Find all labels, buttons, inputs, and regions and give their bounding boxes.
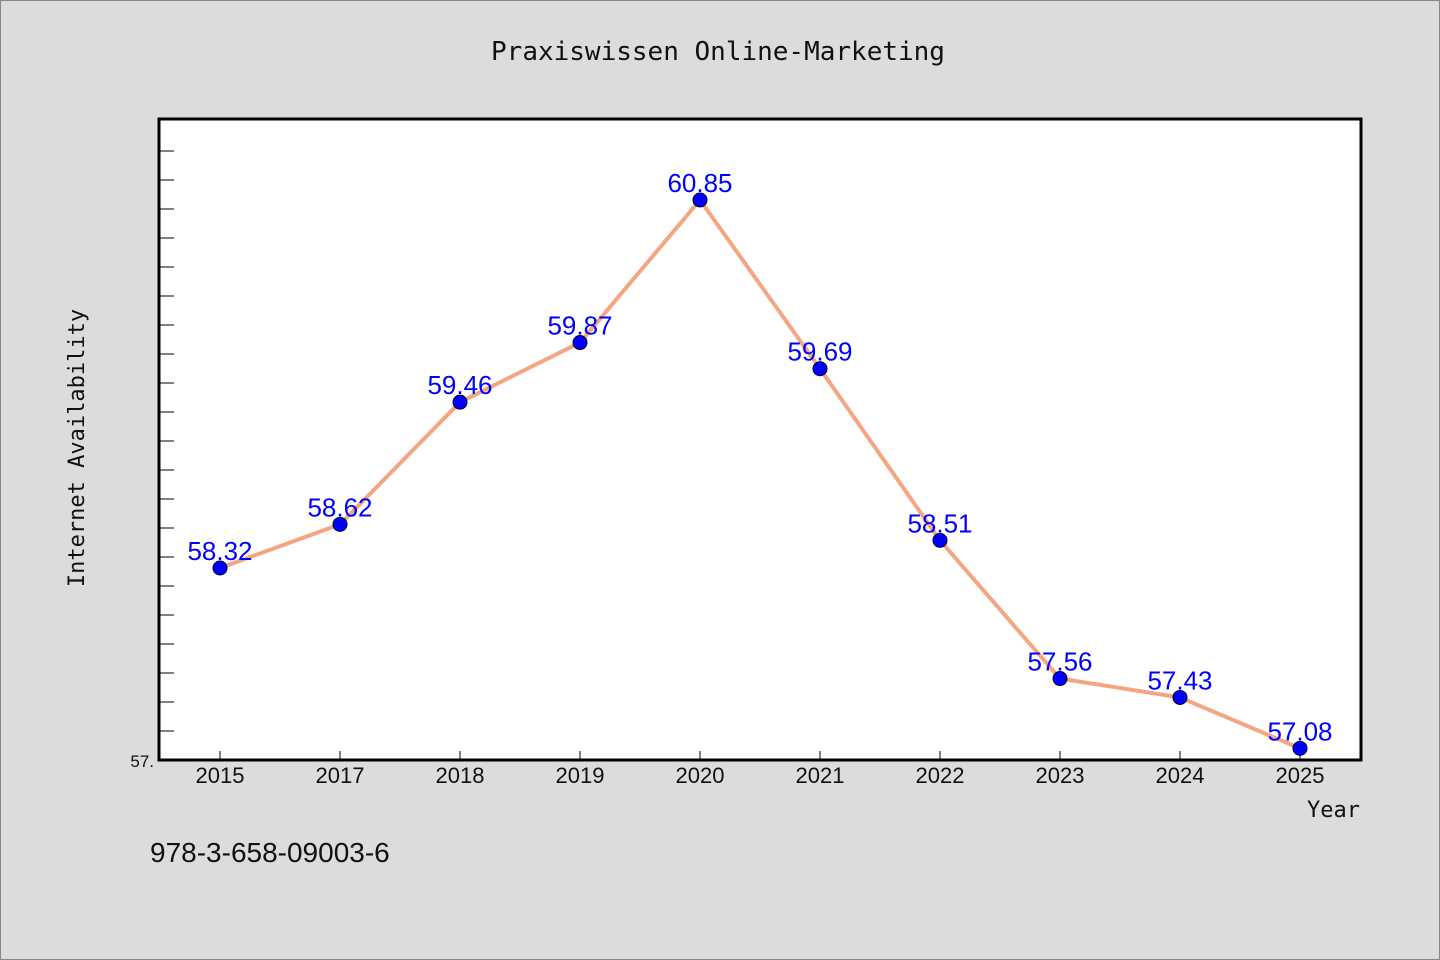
data-point xyxy=(1172,689,1188,705)
data-label: 57.08 xyxy=(1267,716,1332,746)
plot-area xyxy=(157,117,1363,762)
data-label: 58.32 xyxy=(187,536,252,566)
x-tick-label: 2024 xyxy=(1156,763,1205,788)
data-point xyxy=(692,192,708,208)
x-axis-ticks: 2015 2017 2018 2019 2020 2021 2022 2023 2024 2025 xyxy=(196,751,1325,788)
x-tick-label: 2019 xyxy=(556,763,605,788)
series-line xyxy=(219,198,1301,751)
y-tick-label: 57. xyxy=(130,752,154,771)
data-point xyxy=(1052,671,1068,687)
data-point xyxy=(332,516,348,532)
data-label: 58.62 xyxy=(307,492,372,522)
x-tick-label: 2020 xyxy=(676,763,725,788)
data-point xyxy=(212,560,228,576)
x-tick-label: 2023 xyxy=(1036,763,1085,788)
data-point xyxy=(812,361,828,377)
data-labels: 58.32 58.62 59.46 59.87 60.85 59.69 58.51 57.56… xyxy=(187,168,1332,746)
data-label: 58.51 xyxy=(907,508,972,538)
data-point xyxy=(572,335,588,351)
x-tick-label: 2018 xyxy=(436,763,485,788)
x-tick-label: 2015 xyxy=(196,763,245,788)
x-axis-title: Year xyxy=(1307,798,1360,823)
y-axis-title: Internet Availability xyxy=(65,309,90,587)
data-label: 59.46 xyxy=(427,370,492,400)
x-tick-label: 2022 xyxy=(916,763,965,788)
data-label: 57.43 xyxy=(1147,665,1212,695)
data-point xyxy=(1292,740,1308,756)
data-label: 57.56 xyxy=(1027,647,1092,677)
data-point xyxy=(932,532,948,548)
x-tick-label: 2025 xyxy=(1276,763,1325,788)
chart-title: Praxiswissen Online-Marketing xyxy=(491,37,945,67)
data-label: 59.69 xyxy=(787,337,852,367)
data-label: 60.85 xyxy=(667,168,732,198)
data-point xyxy=(452,394,468,410)
x-tick-label: 2017 xyxy=(316,763,365,788)
y-axis-ticks xyxy=(160,150,174,732)
series-markers xyxy=(212,192,1308,756)
isbn-text: 978-3-658-09003-6 xyxy=(150,837,390,868)
data-label: 59.87 xyxy=(547,311,612,341)
x-tick-label: 2021 xyxy=(796,763,845,788)
